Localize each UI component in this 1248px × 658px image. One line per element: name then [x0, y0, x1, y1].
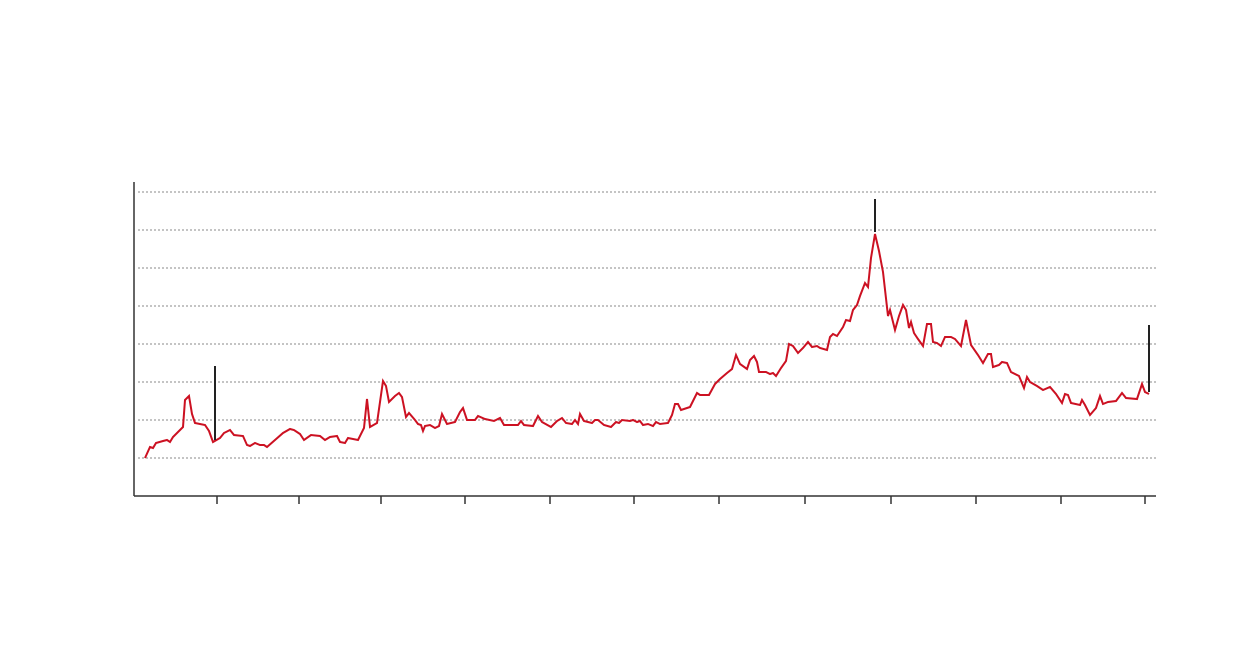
data-line: [144, 233, 1150, 459]
